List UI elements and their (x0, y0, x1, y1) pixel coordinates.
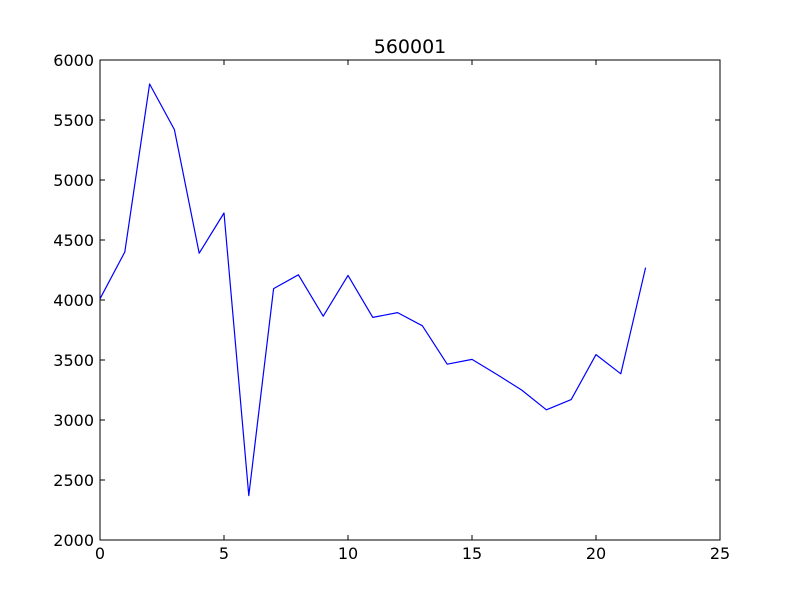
y-tick-label: 3500 (53, 351, 94, 370)
x-tick-label: 25 (710, 544, 730, 563)
y-tick-label: 3000 (53, 411, 94, 430)
x-tick-label: 10 (338, 544, 358, 563)
y-tick-label: 5500 (53, 111, 94, 130)
y-tick-label: 6000 (53, 51, 94, 70)
x-tick-label: 0 (95, 544, 105, 563)
x-tick-label: 5 (219, 544, 229, 563)
series-layer (99, 83, 647, 497)
chart-title: 560001 (374, 36, 447, 58)
x-tick-label: 15 (462, 544, 482, 563)
series-line (99, 83, 647, 497)
plot-area-frame (99, 59, 721, 541)
y-tick-label: 4000 (53, 291, 94, 310)
axis-ticks: 0 5 10 15 20 25 2000 2500 3000 3500 4000 4500 5000 55… (53, 51, 730, 563)
y-tick-label: 2500 (53, 471, 94, 490)
x-tick-label: 20 (586, 544, 606, 563)
y-tick-label: 5000 (53, 171, 94, 190)
y-tick-label: 4500 (53, 231, 94, 250)
y-tick-label: 2000 (53, 531, 94, 550)
